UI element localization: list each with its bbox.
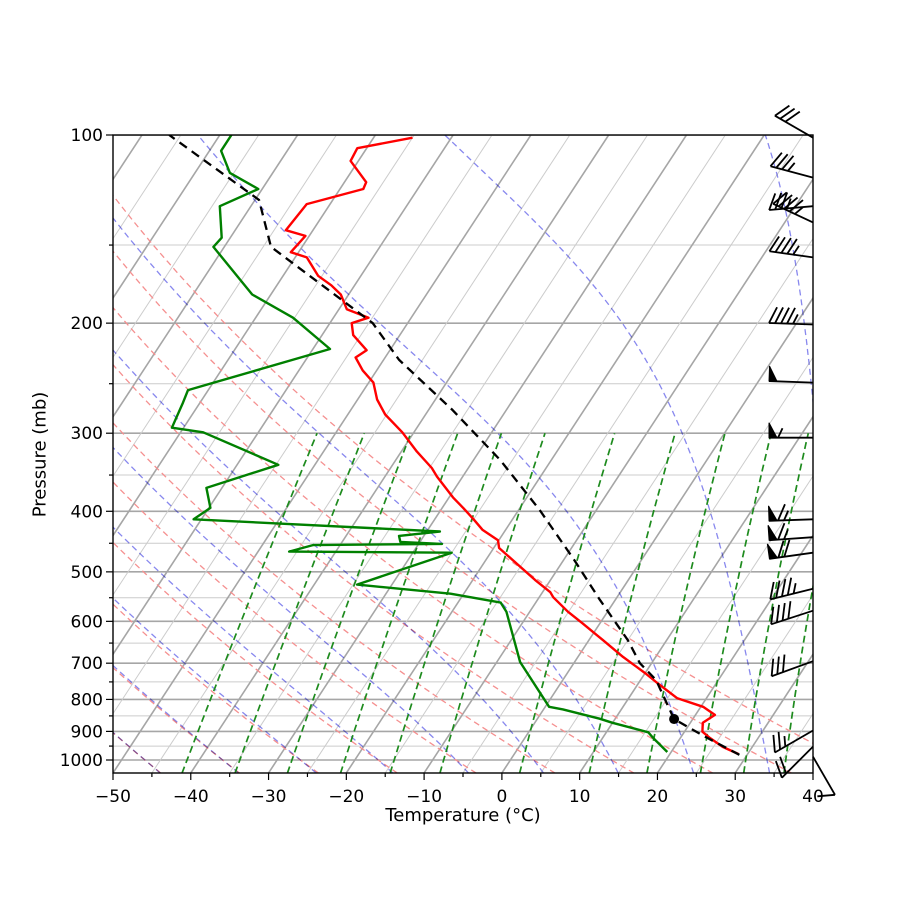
dry-adiabat-lines — [113, 194, 813, 773]
wind-barb — [766, 539, 814, 560]
wind-barb — [768, 365, 814, 384]
svg-text:400: 400 — [71, 502, 103, 522]
wind-barb — [775, 745, 814, 779]
svg-text:−10: −10 — [406, 787, 442, 807]
wind-barb — [774, 104, 814, 139]
svg-text:200: 200 — [71, 314, 103, 334]
profile-layers — [168, 135, 740, 756]
wind-barb — [768, 306, 814, 326]
tick-marks — [106, 134, 814, 780]
wind-barb — [772, 729, 814, 754]
svg-text:10: 10 — [569, 787, 591, 807]
svg-text:−20: −20 — [328, 787, 364, 807]
wind-barbs — [766, 104, 836, 798]
svg-text:−50: −50 — [95, 787, 131, 807]
wind-barb — [768, 422, 813, 439]
wind-barb — [770, 601, 814, 626]
svg-text:−30: −30 — [251, 787, 287, 807]
svg-text:−40: −40 — [173, 787, 209, 807]
wind-barb — [769, 152, 814, 179]
parcel-curve — [168, 135, 740, 756]
svg-text:700: 700 — [71, 654, 103, 674]
background-layers — [113, 135, 813, 773]
svg-text:100: 100 — [71, 126, 103, 146]
isotherm-lines — [113, 135, 813, 773]
wind-barb — [770, 654, 814, 678]
svg-text:900: 900 — [71, 722, 103, 742]
wind-barb — [812, 756, 836, 798]
lcl-dot — [669, 714, 680, 725]
svg-text:1000: 1000 — [60, 751, 103, 771]
svg-text:30: 30 — [724, 787, 746, 807]
y-axis-title: Pressure (mb) — [29, 391, 51, 518]
dewpoint-curve — [170, 135, 669, 753]
x-axis-title: Temperature (°C) — [385, 805, 541, 826]
wind-barb — [769, 577, 814, 601]
svg-text:20: 20 — [647, 787, 669, 807]
svg-text:0: 0 — [496, 787, 507, 807]
svg-text:40: 40 — [802, 787, 824, 807]
mixing-ratio-lines — [181, 432, 813, 773]
svg-text:500: 500 — [71, 563, 103, 583]
temperature-curve — [284, 136, 739, 756]
svg-text:800: 800 — [71, 690, 103, 710]
wind-barb — [768, 503, 814, 522]
wind-barb — [772, 191, 814, 224]
svg-text:300: 300 — [71, 424, 103, 444]
wind-barb — [767, 522, 814, 542]
wind-barb — [768, 192, 814, 211]
wind-barb — [768, 235, 814, 259]
svg-text:600: 600 — [71, 612, 103, 632]
